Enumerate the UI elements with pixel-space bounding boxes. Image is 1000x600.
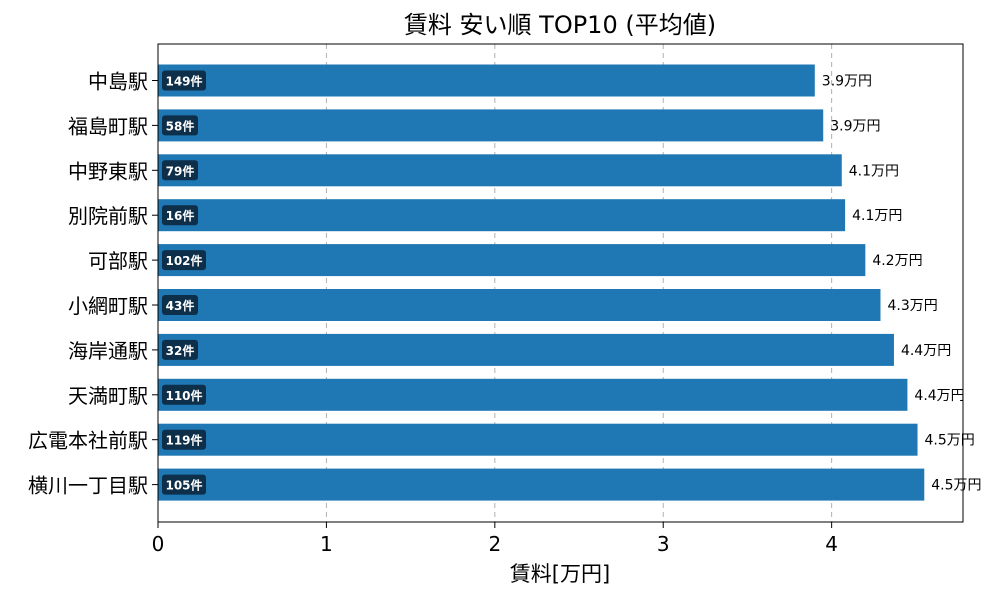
count-label: 43件 [166,298,195,313]
count-badge [162,295,198,315]
y-tick-label: 天満町駅 [68,384,148,408]
y-tick-label: 小網町駅 [68,294,148,318]
bar [158,333,894,366]
y-tick-label: 福島町駅 [68,114,148,138]
x-axis-label: 賃料[万円] [510,562,610,586]
count-badge [162,384,206,405]
x-tick-label: 2 [488,532,501,556]
y-tick-label: 広電本社前駅 [28,429,148,453]
plot-frame [157,43,964,523]
y-tick-label: 別院前駅 [68,204,148,228]
count-badge [162,205,198,226]
count-label: 102件 [165,253,202,268]
value-label: 3.9万円 [830,118,880,134]
value-label: 4.4万円 [901,343,951,359]
count-badge [162,70,206,91]
y-tick-label: 横川一丁目駅 [28,474,148,498]
count-label: 119件 [165,433,202,448]
y-tick-label: 可部駅 [88,249,148,273]
count-label: 16件 [166,208,195,223]
count-label: 79件 [166,163,195,178]
bar [158,109,824,142]
count-label: 110件 [165,388,202,403]
value-label: 4.3万円 [887,298,937,314]
chart-title: 賃料 安い順 TOP10 (平均値) [404,11,716,39]
bar [158,289,881,321]
bar [158,378,908,411]
count-badge [162,474,206,495]
count-badge [162,160,198,181]
value-label: 4.5万円 [931,478,981,494]
y-tick-label: 中野東駅 [68,159,148,183]
value-label: 4.5万円 [925,433,975,449]
y-tick-label: 海岸通駅 [68,339,148,363]
count-badge [162,250,206,271]
x-tick-label: 1 [320,532,333,556]
bar [158,244,866,277]
bar [158,64,815,97]
x-tick-label: 0 [152,532,165,556]
x-tick-label: 3 [657,532,670,556]
count-badge [162,339,198,360]
count-label: 58件 [166,118,195,133]
count-label: 32件 [166,343,195,358]
bar [158,199,846,232]
value-label: 4.1万円 [852,208,902,224]
bar [158,423,918,456]
value-label: 4.1万円 [849,163,899,179]
bar [158,468,925,501]
count-badge [162,429,206,450]
count-label: 149件 [165,74,202,89]
bar [158,154,842,187]
value-label: 4.2万円 [872,253,922,269]
value-label: 3.9万円 [822,74,872,90]
count-label: 105件 [165,478,202,493]
x-tick-label: 4 [825,532,838,556]
bars: 149件 3.9万円 58件 3.9万円 79件 4.1万円 16件 4.1万円 102件 4.2… [158,64,982,501]
x-axis: 0 1 2 3 4 [152,522,838,556]
y-axis: 中島駅福島町駅中野東駅別院前駅可部駅小網町駅海岸通駅天満町駅広電本社前駅横川一丁… [28,70,158,498]
count-badge [162,115,198,136]
y-tick-label: 中島駅 [88,70,148,94]
value-label: 4.4万円 [914,388,964,404]
